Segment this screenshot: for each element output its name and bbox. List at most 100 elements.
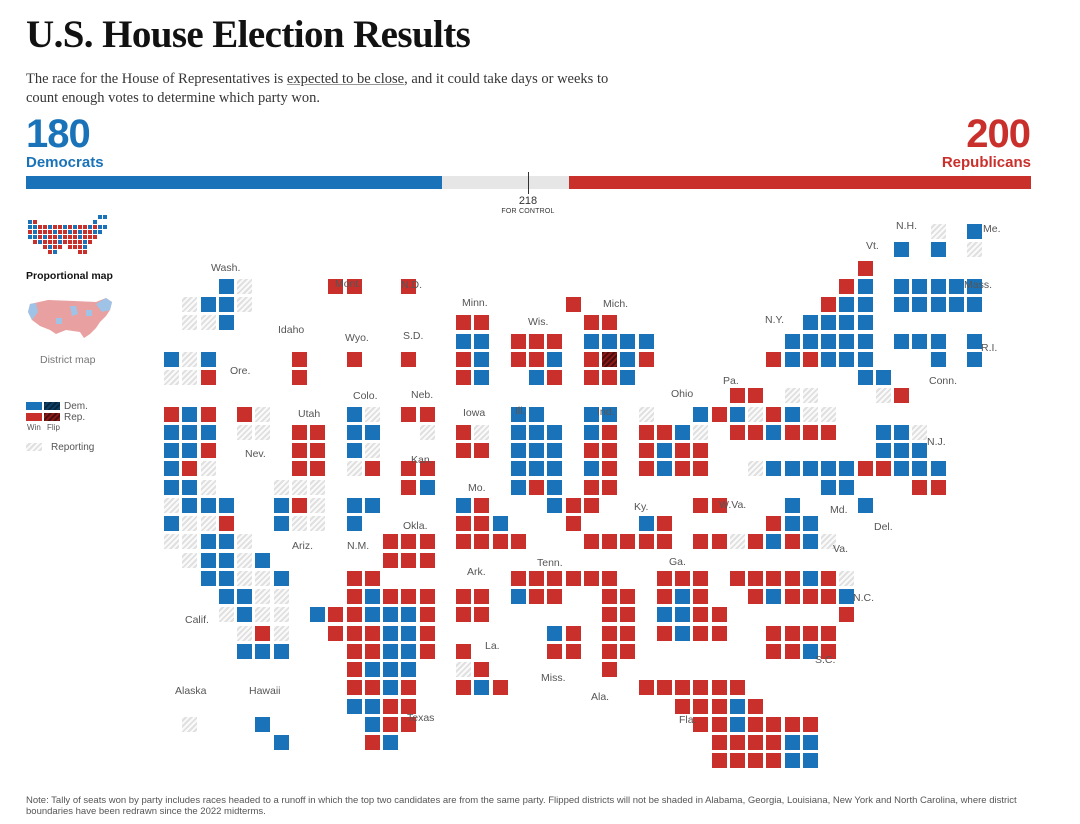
district-cell-dem[interactable] (199, 350, 217, 368)
district-cell-dem[interactable] (345, 405, 363, 423)
district-cell-rep[interactable] (728, 569, 746, 587)
district-cell-rep[interactable] (418, 405, 436, 423)
district-cell-dem[interactable] (874, 442, 892, 459)
district-cell-dem[interactable] (199, 296, 217, 313)
district-cell-dem[interactable] (838, 350, 856, 368)
district-cell-rep[interactable] (400, 679, 418, 697)
district-cell-reporting[interactable] (637, 405, 655, 423)
district-cell-dem[interactable] (801, 332, 819, 350)
district-cell-rep[interactable] (400, 588, 418, 605)
district-cell-dem[interactable] (546, 478, 564, 496)
district-cell-dem[interactable] (893, 332, 910, 350)
district-cell-rep[interactable] (345, 661, 363, 678)
district-cell-dem[interactable] (272, 515, 290, 532)
district-cell-dem[interactable] (400, 642, 418, 660)
district-cell-dem[interactable] (254, 642, 272, 660)
district-cell-rep[interactable] (601, 642, 618, 660)
district-cell-rep[interactable] (564, 515, 582, 532)
district-cell-reporting[interactable] (199, 460, 217, 478)
district-cell-rep[interactable] (528, 569, 545, 587)
district-cell-rep[interactable] (747, 533, 764, 551)
district-cell-rep[interactable] (637, 350, 655, 368)
district-cell-rep[interactable] (893, 387, 910, 405)
district-cell-rep[interactable] (765, 715, 783, 733)
district-cell-rep[interactable] (655, 679, 673, 697)
district-cell-dem[interactable] (217, 569, 235, 587)
district-cell-dem[interactable] (856, 314, 874, 332)
district-cell-dem[interactable] (163, 442, 180, 459)
district-cell-rep[interactable] (674, 697, 691, 715)
district-cell-rep[interactable] (820, 569, 837, 587)
district-cell-dem[interactable] (674, 588, 691, 605)
district-cell-dem[interactable] (528, 369, 545, 386)
district-cell-reporting[interactable] (199, 478, 217, 496)
district-cell-dem[interactable] (783, 332, 801, 350)
district-cell-dem[interactable] (254, 715, 272, 733)
district-cell-rep[interactable] (601, 569, 618, 587)
district-cell-rep[interactable] (363, 624, 381, 642)
district-cell-rep[interactable] (418, 533, 436, 551)
district-cell-rep[interactable] (400, 697, 418, 715)
district-cell-rep[interactable] (528, 478, 545, 496)
district-cell-dem[interactable] (820, 478, 837, 496)
district-cell-rep[interactable] (199, 405, 217, 423)
district-cell-dem[interactable] (473, 332, 491, 350)
district-cell-dem[interactable] (838, 314, 856, 332)
district-cell-rep[interactable] (327, 277, 345, 295)
district-cell-rep[interactable] (637, 679, 655, 697)
district-cell-rep[interactable] (582, 314, 600, 332)
district-cell-rep[interactable] (710, 679, 728, 697)
district-cell-reporting[interactable] (874, 387, 892, 405)
district-cell-reporting[interactable] (181, 515, 199, 532)
district-cell-dem[interactable] (491, 515, 509, 532)
district-cell-rep[interactable] (692, 533, 710, 551)
district-cell-rep[interactable] (710, 533, 728, 551)
district-cell-rep[interactable] (747, 569, 764, 587)
district-cell-rep[interactable] (783, 423, 801, 441)
district-cell-rep[interactable] (309, 423, 326, 441)
district-cell-reporting[interactable] (236, 423, 253, 441)
district-cell-dem[interactable] (345, 442, 363, 459)
district-cell-dem[interactable] (856, 332, 874, 350)
district-cell-rep[interactable] (217, 515, 235, 532)
district-cell-rep[interactable] (692, 606, 710, 624)
district-cell-dem[interactable] (363, 661, 381, 678)
district-cell-rep[interactable] (455, 606, 472, 624)
district-cell-reporting[interactable] (254, 423, 272, 441)
district-cell-rep[interactable] (728, 752, 746, 770)
district-cell-rep[interactable] (765, 515, 783, 532)
district-cell-dem[interactable] (929, 277, 947, 295)
district-cell-rep[interactable] (400, 405, 418, 423)
district-cell-rep[interactable] (455, 423, 472, 441)
district-cell-dem[interactable] (893, 442, 910, 459)
district-cell-rep[interactable] (363, 734, 381, 751)
district-cell-dem[interactable] (911, 460, 929, 478)
district-cell-reporting[interactable] (272, 478, 290, 496)
district-cell-dem[interactable] (856, 350, 874, 368)
district-cell-dem[interactable] (400, 606, 418, 624)
district-cell-dem[interactable] (911, 332, 929, 350)
district-cell-rep[interactable] (655, 515, 673, 532)
district-cell-dem[interactable] (236, 606, 253, 624)
district-cell-rep[interactable] (473, 515, 491, 532)
district-cell-rep[interactable] (363, 679, 381, 697)
district-cell-dem[interactable] (217, 314, 235, 332)
district-cell-reporting[interactable] (801, 387, 819, 405)
district-cell-rep[interactable] (199, 442, 217, 459)
district-cell-rep[interactable] (655, 423, 673, 441)
district-cell-dem[interactable] (400, 661, 418, 678)
district-cell-dem[interactable] (728, 715, 746, 733)
district-cell-dem[interactable] (345, 496, 363, 514)
district-cell-rep[interactable] (674, 569, 691, 587)
district-cell-rep[interactable] (564, 624, 582, 642)
district-cell-reporting[interactable] (272, 588, 290, 605)
district-cell-rep[interactable] (582, 478, 600, 496)
district-cell-dem[interactable] (382, 624, 399, 642)
district-cell-dem[interactable] (546, 423, 564, 441)
district-cell-rep[interactable] (820, 423, 837, 441)
district-cell-dem[interactable] (929, 296, 947, 313)
district-cell-rep[interactable] (546, 642, 564, 660)
district-cell-dem[interactable] (455, 332, 472, 350)
district-cell-rep[interactable] (546, 369, 564, 386)
district-cell-rep[interactable] (929, 478, 947, 496)
